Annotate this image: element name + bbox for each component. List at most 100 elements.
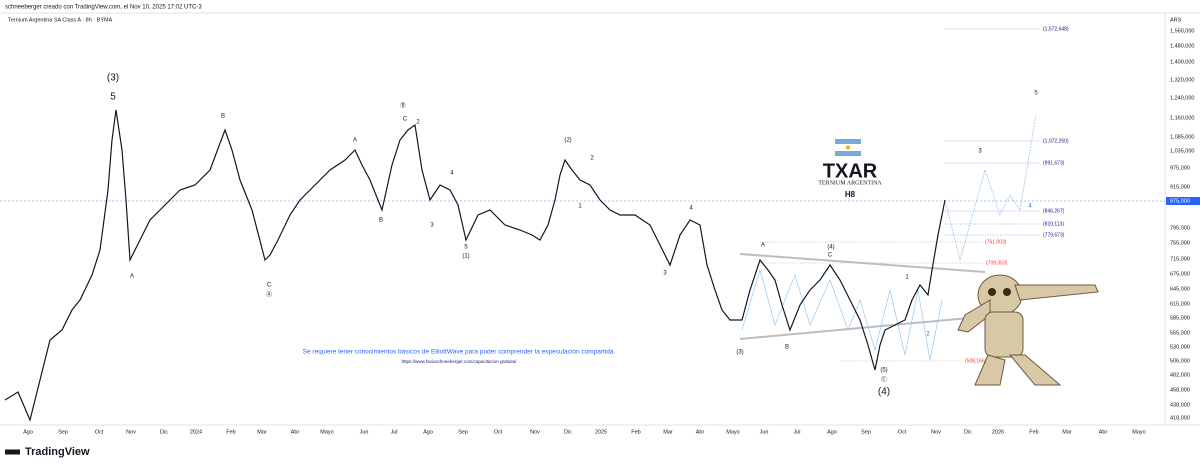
time-label: Mar [257, 429, 267, 435]
wave-label: Ⓒ [881, 376, 887, 384]
wave-label: A [130, 274, 134, 280]
level-label: (761,003) [985, 239, 1007, 245]
symbol: Ternium Argentina SA Class A · 8h · BYMA [8, 17, 113, 23]
projection-zigzag [741, 268, 943, 361]
price-label: 555,000 [1170, 330, 1190, 336]
wave-label: B [379, 218, 383, 224]
level-label: (709,353) [986, 260, 1008, 266]
level-label: (810,113) [1043, 221, 1064, 227]
time-label: Feb [631, 429, 640, 435]
note-url[interactable]: https://www.favioschneeberger.com/capaci… [402, 359, 518, 364]
time-label: Ago [23, 429, 33, 435]
time-label: Oct [494, 429, 503, 435]
price-series [4, 109, 946, 422]
wave-label: Ⓐ [266, 291, 272, 299]
price-label: 482,000 [1170, 372, 1190, 378]
time-label: Abr [696, 429, 705, 435]
wave-label: 5 [464, 245, 468, 251]
wave-label: 5 [1034, 91, 1038, 97]
time-label: 2025 [595, 429, 607, 435]
wedge-top [739, 253, 986, 273]
logo-company: TERNIUM ARGENTINA [818, 180, 882, 186]
wave-label: C [267, 283, 272, 289]
level-label: (779,673) [1043, 232, 1065, 238]
price-label: 1,085,000 [1170, 134, 1194, 140]
wave-label: A [761, 243, 765, 249]
price-label: 1,160,000 [1170, 115, 1194, 121]
level-label: (991,673) [1043, 160, 1065, 166]
level-label: (1,072,260) [1043, 138, 1069, 144]
time-label: 2026 [992, 429, 1004, 435]
price-label: 975,000 [1170, 165, 1190, 171]
wave-label: 4 [450, 171, 454, 177]
wave-label: (4) [827, 245, 834, 251]
wave-label: B [221, 114, 225, 120]
price-label: 1,240,000 [1170, 95, 1194, 101]
time-label: Dic [160, 429, 168, 435]
wave-label: 3 [430, 223, 434, 229]
wave-label: C [403, 117, 408, 123]
time-label: Dic [564, 429, 572, 435]
wave-label: (2) [564, 138, 571, 144]
wave-label: Ⓑ [400, 102, 406, 110]
logo-code: H8 [845, 190, 856, 199]
argentina-flag [835, 139, 861, 156]
mummy-illustration [957, 274, 1099, 386]
time-label: Sep [861, 429, 871, 435]
price-label: 1,560,000 [1170, 28, 1194, 34]
wave-label: C [828, 253, 833, 259]
level-label: (846,267) [1043, 208, 1065, 214]
time-label: Abr [1099, 429, 1108, 435]
wave-label: (5) [880, 368, 887, 374]
wave-label: 1 [905, 275, 909, 281]
time-label: Jul [793, 429, 800, 435]
time-label: Mayo [1132, 429, 1145, 435]
time-label: Jun [760, 429, 769, 435]
price-label: 795,000 [1170, 225, 1190, 231]
wave-label: (4) [878, 387, 890, 398]
price-label: 715,000 [1170, 256, 1190, 262]
wave-label: 4 [689, 206, 693, 212]
time-label: 2024 [190, 429, 202, 435]
wave-label: 2 [590, 156, 594, 162]
footer-brand: TradingView [25, 446, 90, 458]
time-label: Nov [126, 429, 136, 435]
wave-label: (3) [107, 73, 119, 84]
note-text: Se requiere tener conocimientos básicos … [303, 349, 616, 356]
level-label: (508,166) [965, 358, 987, 364]
current-price-box [1166, 197, 1200, 205]
time-label: Oct [898, 429, 907, 435]
wave-label: 2 [926, 332, 930, 338]
time-label: Nov [530, 429, 540, 435]
price-label: 585,000 [1170, 315, 1190, 321]
time-label: Nov [931, 429, 941, 435]
time-label: Sep [458, 429, 468, 435]
wave-label: 3 [663, 271, 667, 277]
time-label: Mar [663, 429, 673, 435]
time-label: Oct [95, 429, 104, 435]
price-label: 418,000 [1170, 415, 1190, 421]
price-label: 530,000 [1170, 344, 1190, 350]
price-label: 615,000 [1170, 301, 1190, 307]
wave-label: 1 [578, 204, 582, 210]
price-unit: ARS [1170, 17, 1182, 23]
time-label: Feb [226, 429, 235, 435]
price-label: 1,035,000 [1170, 148, 1194, 154]
wedge-bottom [739, 316, 981, 340]
price-label: 755,000 [1170, 240, 1190, 246]
wave-label: (3) [736, 350, 743, 356]
time-label: Ago [827, 429, 837, 435]
price-label: 458,000 [1170, 387, 1190, 393]
price-label: 438,000 [1170, 402, 1190, 408]
time-label: Dic [964, 429, 972, 435]
current-price: 875,000 [1170, 198, 1190, 204]
price-label: 675,000 [1170, 271, 1190, 277]
time-label: Mayo [320, 429, 333, 435]
fib-levels [945, 28, 1040, 236]
price-label: 506,000 [1170, 358, 1190, 364]
time-label: Mayo [726, 429, 739, 435]
wave-label: 4 [1028, 204, 1032, 210]
time-label: Sep [58, 429, 68, 435]
time-label: Mar [1062, 429, 1072, 435]
